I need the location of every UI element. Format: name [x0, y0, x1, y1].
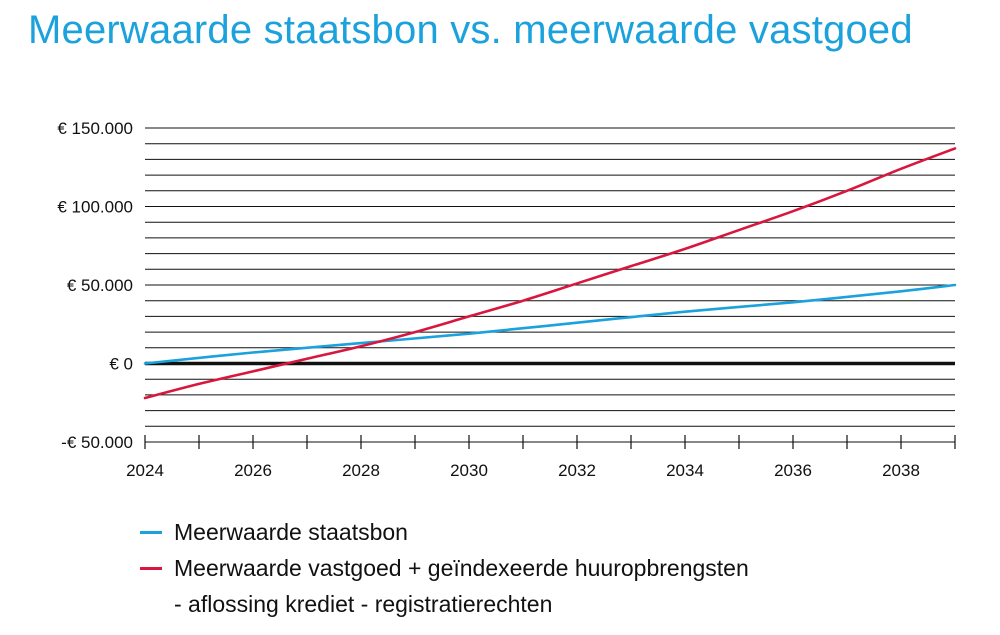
series-line-vastgoed	[143, 147, 957, 400]
x-tick-label: 2034	[666, 461, 704, 480]
legend-item-staatsbon: Meerwaarde staatsbon	[140, 514, 749, 550]
x-tick-label: 2024	[126, 461, 164, 480]
legend-swatch-staatsbon	[140, 530, 162, 534]
y-tick-label: € 0	[109, 355, 133, 374]
y-tick-label: € 100.000	[57, 198, 133, 217]
legend-item-vastgoed: Meerwaarde vastgoed + geïndexeerde huuro…	[140, 550, 749, 586]
y-tick-label: -€ 50.000	[61, 433, 133, 452]
x-tick-label: 2038	[882, 461, 920, 480]
y-tick-label: € 150.000	[57, 119, 133, 138]
legend-swatch-vastgoed	[140, 566, 162, 570]
series-line-staatsbon	[143, 283, 957, 365]
x-tick-label: 2036	[774, 461, 812, 480]
legend-label-vastgoed-line1: Meerwaarde vastgoed + geïndexeerde huuro…	[174, 555, 749, 581]
line-chart: € 150.000 € 100.000 € 50.000 € 0 -€ 50.000 20…	[57, 119, 957, 480]
x-tick-label: 2032	[558, 461, 596, 480]
x-tick-label: 2030	[450, 461, 488, 480]
x-tick-label: 2028	[342, 461, 380, 480]
x-tick-label: 2026	[234, 461, 272, 480]
chart-title: Meerwaarde staatsbon vs. meerwaarde vast…	[28, 8, 913, 52]
legend: Meerwaarde staatsbon Meerwaarde vastgoed…	[140, 514, 749, 622]
legend-label-staatsbon: Meerwaarde staatsbon	[174, 519, 408, 545]
legend-item-vastgoed-continued: - aflossing krediet - registratierechten	[140, 586, 749, 622]
legend-label-vastgoed-line2: - aflossing krediet - registratierechten	[174, 591, 553, 617]
y-tick-label: € 50.000	[67, 276, 133, 295]
